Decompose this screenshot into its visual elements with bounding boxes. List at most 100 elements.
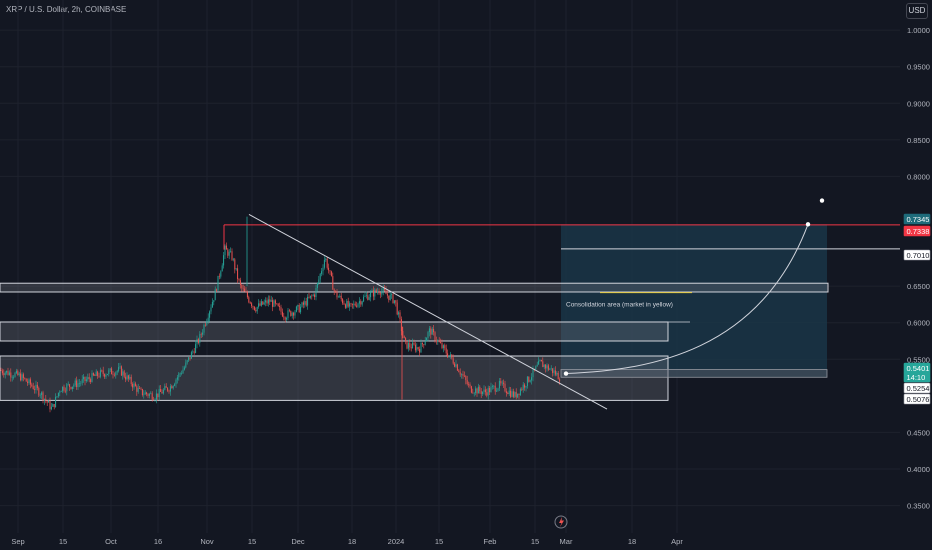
candle-body [462, 374, 464, 376]
projection-start-dot [563, 371, 569, 376]
candle-body [76, 380, 78, 388]
candle-body [60, 391, 62, 392]
candle-body [500, 380, 502, 384]
candle-body [280, 307, 282, 312]
candle-body [133, 383, 135, 388]
candle-body [157, 393, 159, 398]
candle-body [21, 374, 23, 381]
candle-body [132, 383, 134, 388]
candle-body [498, 380, 500, 389]
candle-body [437, 340, 439, 342]
candle-body [518, 393, 520, 396]
candle-body [1, 370, 3, 374]
candle-body [360, 301, 362, 305]
candle-body [28, 379, 30, 383]
candle-body [421, 342, 423, 345]
candle-body [466, 380, 468, 385]
candle-body [7, 370, 9, 375]
candle-body [279, 306, 281, 308]
candle-body [109, 368, 111, 371]
candle-body [195, 344, 197, 353]
price-tag: 0.7338 [903, 225, 931, 237]
candle-body [183, 367, 185, 370]
candle-body [246, 292, 248, 298]
candle-body [203, 324, 205, 333]
time-axis[interactable]: Sep 15 Oct 16 Nov 15 Dec 18 2024 15 Feb 15 Mar 18 Apr [11, 537, 683, 546]
candle-body [398, 312, 400, 315]
candle-body [224, 245, 226, 256]
candle-body [547, 365, 549, 370]
candle-body [381, 291, 383, 295]
candle-body [129, 376, 131, 379]
candle-body [332, 276, 334, 290]
y-tick-label: 0.3500 [907, 502, 930, 511]
candle-body [59, 391, 61, 393]
candle-body [385, 290, 387, 295]
candle-body [11, 377, 13, 378]
candle-body [459, 372, 461, 375]
price-tag: 0.7010 [903, 249, 931, 261]
candle-body [374, 289, 376, 297]
candle-body [81, 379, 83, 384]
candle-body [494, 385, 496, 392]
price-tag: 0.5076 [903, 393, 931, 405]
candle-body [259, 303, 261, 306]
candle-body [95, 371, 97, 376]
candle-body [237, 268, 239, 279]
candle-body [245, 291, 247, 293]
candle-body [529, 380, 531, 382]
candle-body [63, 386, 65, 391]
candle-body [505, 391, 507, 393]
candle-body [370, 292, 372, 298]
candle-body [479, 386, 481, 392]
candle-body [291, 312, 293, 316]
candle-body [70, 386, 72, 389]
candle-body [115, 372, 117, 376]
currency-button[interactable]: USD [906, 3, 928, 19]
candle-body [15, 370, 17, 374]
candle-body [80, 383, 82, 384]
candle-body [480, 391, 482, 394]
candle-body [343, 303, 345, 305]
candle-body [393, 300, 395, 304]
candle-body [364, 295, 366, 297]
candle-body [549, 369, 551, 370]
candle-body [315, 287, 317, 298]
candle-body [417, 347, 419, 350]
candle-body [66, 384, 68, 392]
candle-body [92, 373, 94, 376]
x-tick-label: 16 [154, 537, 162, 546]
candle-body [403, 335, 405, 339]
candle-body [441, 342, 443, 349]
candle-body [556, 372, 558, 375]
candle-body [336, 291, 338, 298]
candle-body [169, 386, 171, 392]
candle-body [447, 353, 449, 358]
candle-body [223, 255, 225, 266]
candle-body [27, 381, 29, 383]
candle-body [487, 388, 489, 396]
candle-body [463, 375, 465, 377]
candle-body [484, 389, 486, 393]
candle-body [298, 305, 300, 313]
price-tag: 0.5254 [903, 382, 931, 394]
x-tick-label: 15 [59, 537, 67, 546]
candle-body [367, 295, 369, 300]
candle-body [227, 249, 229, 256]
candle-body [242, 288, 244, 289]
candle-body [465, 376, 467, 381]
candle-body [501, 382, 503, 384]
zones-layer [0, 224, 829, 401]
price-axis[interactable]: 1.0000 0.9500 0.9000 0.8500 0.8000 0.6500 0.60… [907, 26, 930, 510]
candle-body [321, 271, 323, 274]
candle-body [174, 384, 176, 386]
x-tick-label: Oct [105, 537, 118, 546]
candle-body [130, 376, 132, 384]
candle-body [32, 386, 34, 390]
candle-body [249, 302, 251, 304]
candle-body [351, 303, 353, 305]
candle-body [179, 373, 181, 375]
x-tick-label: Sep [11, 537, 24, 546]
candle-body [10, 372, 12, 378]
